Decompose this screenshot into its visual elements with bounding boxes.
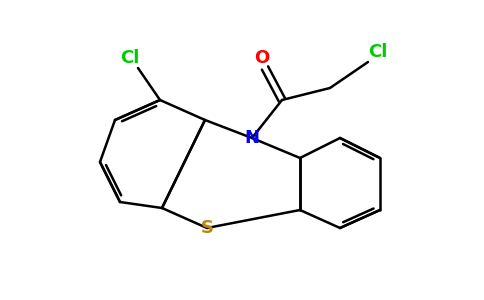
Text: Cl: Cl [368, 43, 388, 61]
Text: S: S [200, 219, 213, 237]
Text: Cl: Cl [121, 49, 140, 67]
Text: O: O [255, 49, 270, 67]
Text: N: N [244, 129, 259, 147]
